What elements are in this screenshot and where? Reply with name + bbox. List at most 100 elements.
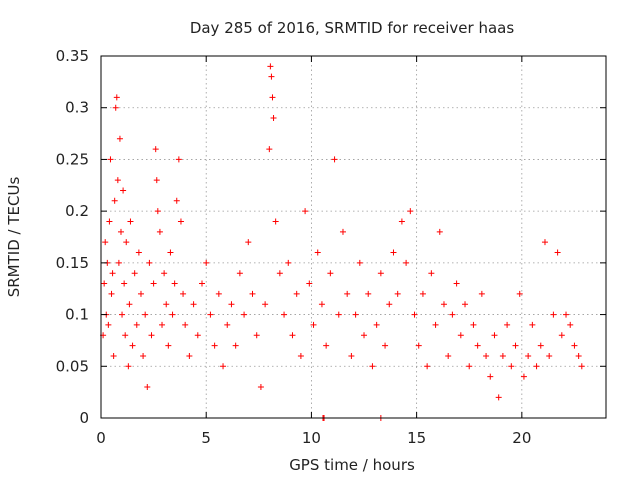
x-tick-label: 20 — [512, 429, 531, 447]
data-point — [129, 342, 136, 349]
data-point — [529, 321, 536, 328]
data-point — [113, 94, 120, 101]
data-point — [281, 311, 288, 318]
y-tick-label: 0.15 — [56, 254, 89, 272]
y-tick-label: 0.2 — [65, 202, 89, 220]
data-point — [466, 363, 473, 370]
data-point — [520, 373, 527, 380]
data-point — [440, 301, 447, 308]
data-point — [133, 321, 140, 328]
data-point — [150, 280, 157, 287]
data-point — [394, 290, 401, 297]
data-point — [140, 352, 147, 359]
data-point — [398, 218, 405, 225]
plot-frame — [100, 55, 607, 419]
data-point — [180, 290, 187, 297]
data-point — [504, 321, 511, 328]
y-axis-title: SRMTID / TECUs — [5, 177, 23, 298]
x-axis-title: GPS time / hours — [289, 456, 415, 474]
data-point — [327, 270, 334, 277]
data-point — [415, 342, 422, 349]
data-point — [177, 218, 184, 225]
data-point — [462, 301, 469, 308]
data-point — [120, 187, 127, 194]
grid — [101, 56, 606, 418]
data-point — [116, 135, 123, 142]
data-point — [365, 290, 372, 297]
data-point — [117, 228, 124, 235]
data-point — [152, 146, 159, 153]
data-point — [123, 239, 130, 246]
data-point — [127, 218, 134, 225]
data-point — [403, 259, 410, 266]
data-point — [144, 383, 151, 390]
data-point — [190, 301, 197, 308]
data-point — [546, 352, 553, 359]
data-point — [142, 311, 149, 318]
x-tick-label: 5 — [201, 429, 211, 447]
data-point — [107, 156, 114, 163]
data-point — [306, 280, 313, 287]
data-point — [199, 280, 205, 287]
data-point — [253, 332, 260, 339]
data-point — [119, 311, 126, 318]
data-point — [268, 73, 275, 80]
data-point — [474, 342, 481, 349]
data-point — [289, 332, 296, 339]
data-point — [249, 290, 256, 297]
data-point — [512, 342, 519, 349]
data-point — [419, 290, 426, 297]
data-point — [215, 290, 222, 297]
data-point — [171, 280, 178, 287]
data-point — [323, 342, 330, 349]
data-point — [478, 290, 485, 297]
data-point — [537, 342, 544, 349]
data-point — [491, 332, 498, 339]
data-point — [182, 321, 189, 328]
data-point — [386, 301, 393, 308]
data-point — [411, 311, 418, 318]
data-point — [270, 115, 277, 122]
data-point — [508, 363, 515, 370]
data-point — [125, 363, 132, 370]
data-point — [285, 259, 292, 266]
data-point — [483, 352, 490, 359]
data-point — [163, 301, 170, 308]
data-point — [122, 332, 129, 339]
data-point — [101, 280, 108, 287]
data-point — [267, 63, 274, 70]
data-point — [272, 218, 279, 225]
data-point — [114, 177, 121, 184]
data-point — [167, 249, 174, 256]
data-point — [310, 321, 317, 328]
data-point — [108, 290, 115, 297]
data-point — [257, 383, 264, 390]
data-point — [369, 363, 376, 370]
data-point — [110, 352, 117, 359]
data-point — [516, 290, 523, 297]
data-point — [390, 249, 397, 256]
data-point — [194, 332, 201, 339]
data-point — [314, 249, 321, 256]
data-point — [106, 218, 113, 225]
data-point — [109, 270, 116, 277]
data-point — [533, 363, 540, 370]
data-point — [445, 352, 452, 359]
data-point — [567, 321, 574, 328]
data-point — [105, 321, 112, 328]
y-tick-label: 0.35 — [56, 47, 89, 65]
data-point — [297, 352, 304, 359]
x-tick-label: 15 — [407, 429, 426, 447]
data-point — [361, 332, 368, 339]
data-point — [165, 342, 172, 349]
data-point — [578, 363, 585, 370]
data-point — [293, 290, 300, 297]
data-point — [135, 249, 142, 256]
y-tick-label: 0.3 — [65, 99, 89, 117]
data-point — [161, 270, 168, 277]
data-point — [432, 321, 439, 328]
data-point — [428, 270, 435, 277]
data-point — [111, 197, 118, 204]
data-point — [558, 332, 565, 339]
